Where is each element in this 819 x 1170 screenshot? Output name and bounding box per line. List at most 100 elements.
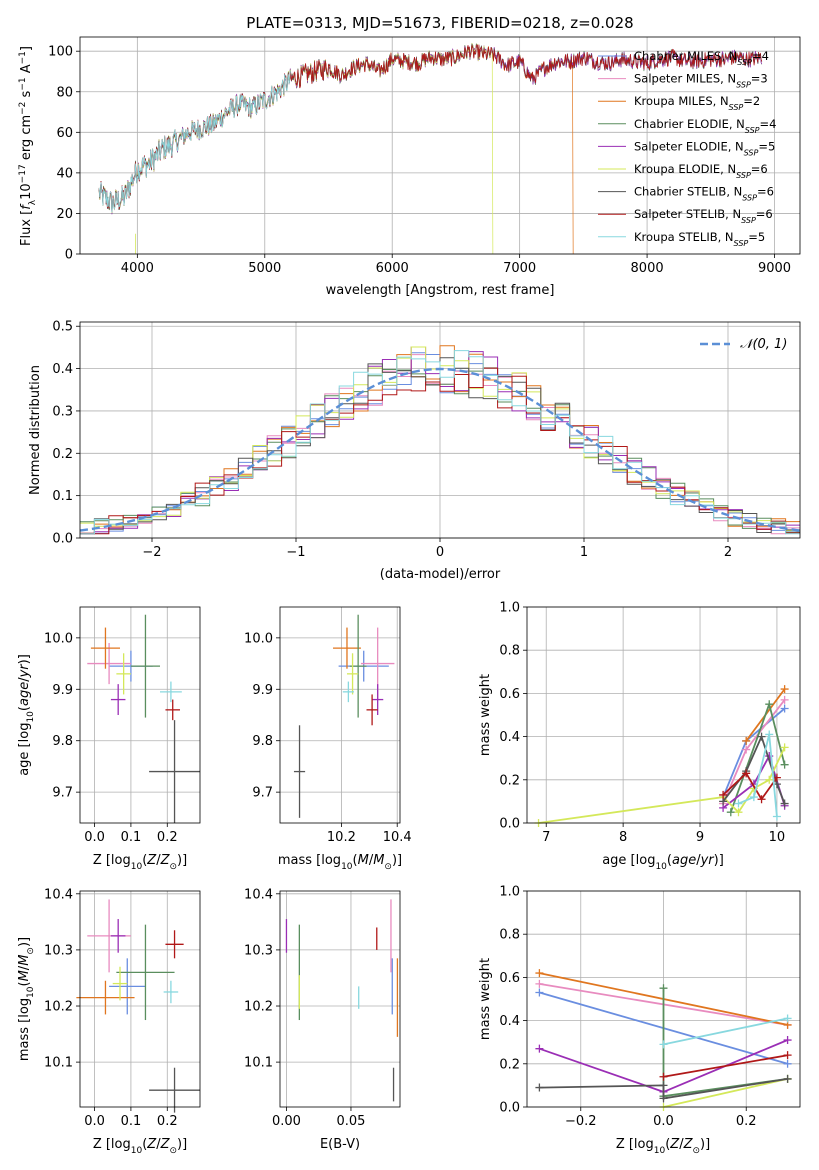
- y-tick-label: 0.3: [52, 404, 73, 419]
- x-tick-label: 10.2: [327, 830, 356, 845]
- weight-marker: [535, 969, 544, 978]
- axes-frame: [79, 606, 201, 824]
- x-tick-label: 0.2: [736, 1114, 757, 1129]
- y-tick-label: 9.8: [52, 734, 73, 749]
- x-tick-label: 10.4: [383, 830, 412, 845]
- x-tick-label: 2: [724, 545, 732, 560]
- x-axis-label: mass [log10(M/M⊙)]: [278, 853, 402, 872]
- y-tick-label: 0.4: [499, 1014, 520, 1029]
- x-tick-label: −2: [142, 545, 161, 560]
- y-tick-label: 10.2: [44, 1000, 73, 1015]
- residual-histogram-panel: −2 −1 0 1 2 0.0 0.1 0.2 0.3 0.4 0.5 𝒩(0, 1) (data-mo…: [28, 320, 801, 582]
- y-tick-label: 9.9: [52, 683, 73, 698]
- weight-marker: [659, 984, 668, 993]
- weight-marker: [719, 790, 728, 799]
- weight-marker: [742, 736, 751, 745]
- mass-vs-metallicity-panel: 0.0 0.1 0.2 10.1 10.2 10.3 10.4 Z [log10(Z/Z⊙)]…: [17, 887, 201, 1156]
- weight-marker: [535, 1083, 544, 1092]
- legend-label: Chabrier ELODIE, NSSP=4: [634, 117, 776, 135]
- weight-marker: [757, 732, 766, 741]
- y-axis-label: Flux [fλ10−17 erg cm−2 s−1 A−1]: [18, 46, 38, 246]
- weight-marker: [765, 775, 774, 784]
- axes-frame: [79, 36, 801, 255]
- y-tick-label: 10.3: [44, 943, 73, 958]
- weight-marker: [757, 795, 766, 804]
- axes-frame: [279, 606, 401, 824]
- x-tick-label: 0: [436, 545, 444, 560]
- y-tick-label: 0.0: [52, 532, 73, 547]
- weight-marker: [535, 988, 544, 997]
- axes-frame: [79, 890, 201, 1108]
- y-axis-label: mass weight: [478, 674, 493, 756]
- weight-marker: [772, 773, 781, 782]
- x-tick-label: 0.0: [653, 1114, 674, 1129]
- gaussian-curve: [79, 367, 801, 532]
- y-tick-label: 0.6: [499, 687, 520, 702]
- y-tick-label: 10.0: [44, 631, 73, 646]
- axes-frame: [279, 890, 401, 1108]
- y-tick-label: 0.0: [499, 817, 520, 832]
- weight-marker: [659, 1081, 668, 1090]
- weight-marker: [659, 1072, 668, 1081]
- x-axis-label: Z [log10(Z/Z⊙)]: [93, 853, 187, 872]
- y-tick-label: 10.3: [244, 943, 273, 958]
- y-tick-label: 0.0: [499, 1101, 520, 1116]
- x-tick-label: 7000: [503, 261, 536, 276]
- x-tick-label: 4000: [121, 261, 154, 276]
- x-tick-label: 8: [619, 830, 627, 845]
- legend-label: Chabrier STELIB, NSSP=6: [634, 185, 774, 203]
- legend-label: 𝒩(0, 1): [740, 337, 787, 352]
- axes-frame: [526, 890, 801, 1108]
- y-tick-label: 0.2: [499, 773, 520, 788]
- weight-marker: [749, 793, 758, 802]
- y-tick-label: 100: [48, 45, 73, 60]
- x-axis-label: E(B-V): [320, 1137, 360, 1152]
- x-tick-label: 0.1: [121, 1114, 142, 1129]
- x-tick-label: 0.2: [157, 1114, 178, 1129]
- y-tick-label: 10.4: [244, 887, 273, 902]
- x-tick-label: 9000: [758, 261, 791, 276]
- y-tick-label: 9.7: [52, 786, 73, 801]
- y-tick-label: 0.8: [499, 644, 520, 659]
- weight-marker: [772, 812, 781, 821]
- x-tick-label: 0.05: [336, 1114, 365, 1129]
- weight-marker: [734, 799, 743, 808]
- y-tick-label: 10.1: [44, 1056, 73, 1071]
- x-tick-label: 7: [542, 830, 550, 845]
- weight-marker: [742, 769, 751, 778]
- y-tick-label: 80: [56, 85, 73, 100]
- legend-label: Salpeter STELIB, NSSP=6: [634, 207, 773, 225]
- y-axis-label: age [log10(age/yr)]: [17, 654, 36, 776]
- y-axis-label: mass [log10(M/M⊙)]: [17, 937, 36, 1061]
- legend-label: Salpeter MILES, NSSP=3: [634, 72, 768, 90]
- x-tick-label: 5000: [248, 261, 281, 276]
- y-tick-label: 0.5: [52, 320, 73, 335]
- y-tick-label: 0.6: [499, 971, 520, 986]
- weight-marker: [535, 979, 544, 988]
- y-tick-label: 9.8: [252, 734, 273, 749]
- legend-label: Kroupa STELIB, NSSP=5: [634, 230, 765, 248]
- y-tick-label: 10.4: [44, 887, 73, 902]
- weight-marker: [780, 685, 789, 694]
- x-axis-label: (data-model)/error: [380, 567, 501, 582]
- weight-marker: [783, 1036, 792, 1045]
- weight-marker: [783, 1014, 792, 1023]
- weight-marker: [780, 695, 789, 704]
- y-tick-label: 10.1: [244, 1056, 273, 1071]
- age-vs-metallicity-panel: 0.0 0.1 0.2 9.7 9.8 9.9 10.0 Z [log10(Z/Z⊙)] age…: [17, 606, 201, 872]
- x-tick-label: −1: [286, 545, 305, 560]
- spectrum-title: PLATE=0313, MJD=51673, FIBERID=0218, z=0…: [246, 14, 633, 32]
- y-tick-label: 0.4: [499, 730, 520, 745]
- spectrum-panel: 4000 5000 6000 7000 8000 9000 0 20 40 60 80 100 Chab…: [18, 36, 801, 298]
- weight-line: [722, 771, 778, 801]
- y-tick-label: 20: [56, 207, 73, 222]
- y-tick-label: 10.0: [244, 631, 273, 646]
- weight-line: [663, 1078, 788, 1108]
- weight-marker: [535, 1044, 544, 1053]
- x-tick-label: 1: [580, 545, 588, 560]
- axes-frame: [526, 606, 801, 824]
- y-tick-label: 60: [56, 126, 73, 141]
- weight-marker: [780, 760, 789, 769]
- weight-marker: [783, 1051, 792, 1060]
